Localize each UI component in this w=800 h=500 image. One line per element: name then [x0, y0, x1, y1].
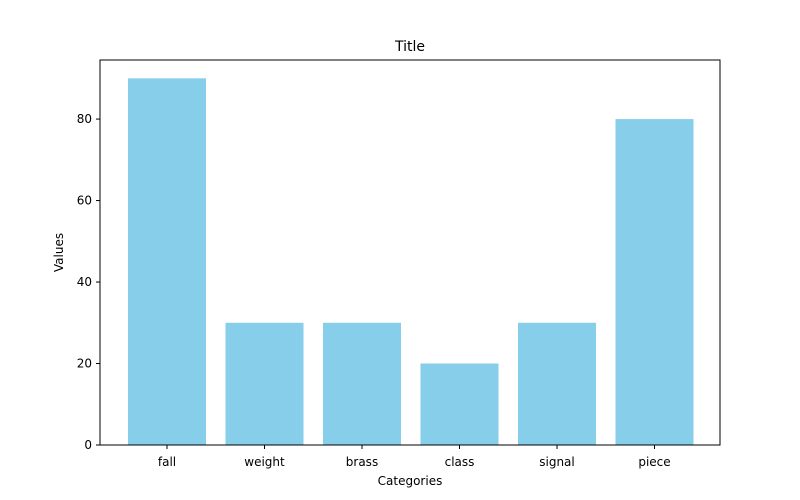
bar-piece: [615, 119, 694, 446]
y-tick-label: 80: [77, 112, 92, 126]
y-axis-ticks: 0 20 40 60 80: [77, 112, 100, 452]
bars-group: [128, 78, 694, 446]
x-axis-label: Categories: [378, 474, 443, 488]
bar-fall: [128, 78, 206, 445]
bar-signal: [518, 322, 596, 445]
x-tick-label: class: [445, 455, 475, 469]
x-tick-label: brass: [346, 455, 378, 469]
x-tick-label: signal: [539, 455, 575, 469]
x-tick-label: piece: [638, 455, 670, 469]
x-tick-label: weight: [244, 455, 285, 469]
x-axis-ticks: fall weight brass class signal piece: [158, 445, 671, 469]
bar-brass: [323, 322, 401, 445]
bar-class: [420, 363, 499, 445]
y-tick-label: 20: [77, 357, 92, 371]
y-axis-label: Values: [52, 233, 66, 272]
bar-weight: [225, 322, 304, 445]
chart-title: Title: [394, 39, 425, 55]
y-tick-label: 0: [84, 438, 92, 452]
y-tick-label: 40: [77, 275, 92, 289]
y-tick-label: 60: [77, 194, 92, 208]
x-tick-label: fall: [158, 455, 176, 469]
plot-frame: [99, 59, 721, 446]
